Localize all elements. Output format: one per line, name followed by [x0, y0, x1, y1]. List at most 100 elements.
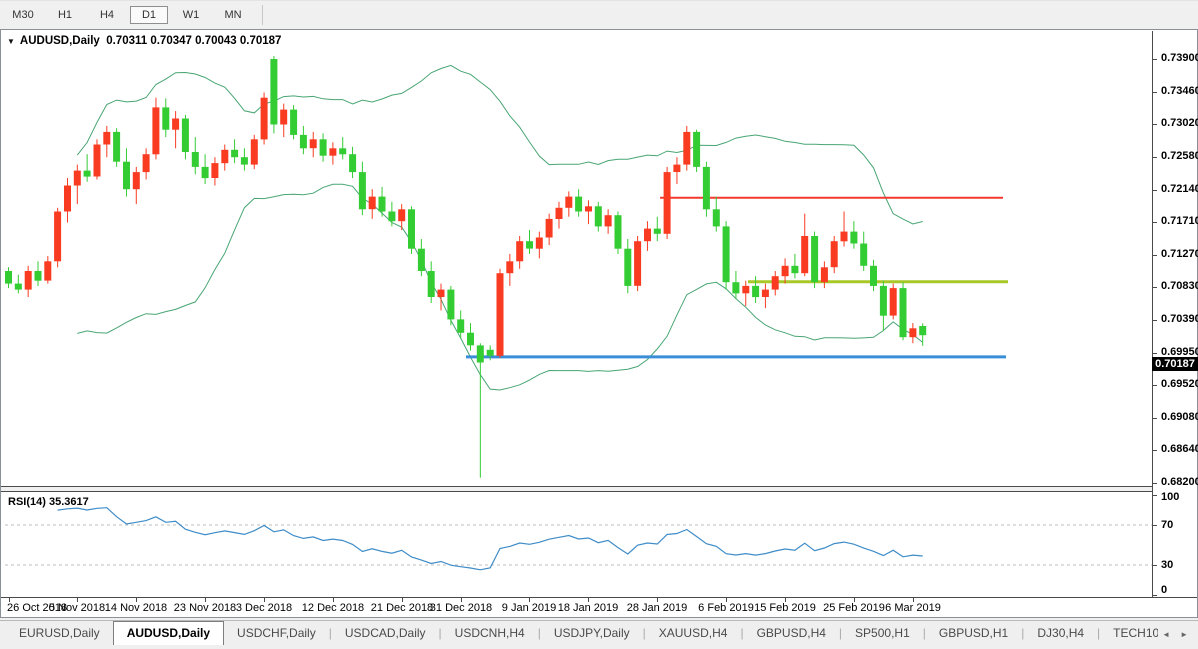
- chart-tab-dj30-h4[interactable]: DJ30,H4: [1037, 626, 1085, 640]
- date-axis-tick: [657, 598, 658, 602]
- timeframe-button-mn[interactable]: MN: [224, 9, 242, 21]
- price-axis-tick: [1153, 124, 1157, 125]
- candle-body: [64, 185, 71, 212]
- chart-tab-usdcnh-h4[interactable]: USDCNH,H4: [454, 626, 525, 640]
- candle-body: [260, 97, 268, 140]
- tab-separator: |: [438, 626, 442, 640]
- rsi-bottom-border: [1, 597, 1197, 598]
- candle-body: [830, 241, 838, 268]
- chart-tab-eurusd-daily[interactable]: EURUSD,Daily: [19, 626, 100, 640]
- chart-tab-usdchf-daily[interactable]: USDCHF,Daily: [237, 626, 316, 640]
- chart-tab-sp500-h1[interactable]: SP500,H1: [855, 626, 910, 640]
- candle-body: [211, 163, 219, 178]
- pane-splitter[interactable]: [1, 486, 1197, 492]
- candle-body: [585, 206, 592, 212]
- rsi-line: [57, 507, 923, 571]
- price-axis-tick: [1153, 59, 1157, 60]
- chart-tab-gbpusd-h4[interactable]: GBPUSD,H4: [756, 626, 826, 640]
- rsi-axis-label: 30: [1161, 559, 1174, 571]
- price-axis-label: 0.69950: [1161, 346, 1198, 358]
- candle-body: [398, 209, 406, 222]
- price-axis-tick: [1153, 190, 1157, 191]
- price-axis-tick: [1153, 450, 1157, 451]
- price-axis[interactable]: 0.73900 0.73460 0.73020 0.72580 0.72140 0.717…: [1152, 31, 1198, 597]
- timeframe-button-h4[interactable]: H4: [99, 9, 115, 21]
- timeframe-button-m30[interactable]: M30: [12, 9, 34, 21]
- tab-scroll-controls: ◄ ►: [1158, 630, 1198, 649]
- chart-tab-usdcad-daily[interactable]: USDCAD,Daily: [344, 626, 426, 640]
- candle-body: [535, 237, 543, 249]
- candle-body: [447, 289, 455, 320]
- date-axis-tick: [854, 598, 855, 602]
- price-axis-label: 0.68640: [1161, 443, 1198, 455]
- candle-body: [722, 226, 730, 283]
- rsi-indicator-area[interactable]: [5, 492, 1155, 597]
- date-axis[interactable]: 26 Oct 2018 5 Nov 2018 14 Nov 2018 23 Nov 2…: [1, 598, 1197, 617]
- candle-body: [24, 271, 32, 290]
- candle-body: [191, 152, 199, 167]
- candle-body: [54, 211, 62, 262]
- candle-body: [162, 107, 170, 130]
- price-axis-label: 0.71710: [1161, 215, 1198, 227]
- candle-body: [181, 118, 189, 152]
- candle-body: [673, 164, 681, 172]
- rsi-indicator-label: RSI(14) 35.3617: [8, 496, 89, 508]
- chart-menu-icon[interactable]: ▼: [7, 37, 15, 46]
- candle-body: [644, 228, 651, 242]
- tab-scroll-right-icon[interactable]: ►: [1180, 630, 1188, 639]
- candle-body: [771, 276, 779, 290]
- candle-body: [231, 149, 239, 158]
- date-axis-label: 6 Mar 2019: [885, 602, 941, 614]
- date-axis-tick: [402, 598, 403, 602]
- rsi-axis-label: 70: [1161, 519, 1174, 531]
- chart-tab-xauusd-h4[interactable]: XAUUSD,H4: [658, 626, 728, 640]
- timeframe-button-h1[interactable]: H1: [57, 9, 73, 21]
- candle-body: [919, 326, 927, 336]
- price-axis-tick: [1153, 353, 1157, 354]
- candle-body: [201, 166, 209, 179]
- tab-separator: |: [1097, 626, 1101, 640]
- date-axis-tick: [77, 598, 78, 602]
- price-axis-label: 0.68200: [1161, 476, 1198, 488]
- candle-body: [34, 271, 42, 281]
- candle-body: [329, 148, 337, 156]
- price-axis-label: 0.69080: [1161, 411, 1198, 423]
- candlestick-chart-svg: [5, 56, 1008, 478]
- timeframe-button-w1[interactable]: W1: [182, 9, 200, 21]
- candle-body: [152, 107, 160, 155]
- date-axis-label: 14 Nov 2018: [104, 602, 168, 614]
- candlestick-chart-area[interactable]: [5, 31, 1155, 486]
- candle-body: [221, 149, 229, 164]
- tab-scroll-left-icon[interactable]: ◄: [1162, 630, 1171, 639]
- rsi-axis-tick: [1153, 525, 1157, 526]
- candle-body: [614, 215, 622, 249]
- chart-title: ▼ AUDUSD,Daily 0.70311 0.70347 0.70043 0.…: [7, 35, 281, 47]
- tab-separator: |: [537, 626, 541, 640]
- bollinger-bands: [76, 64, 924, 391]
- candle-body: [93, 144, 101, 177]
- toolbar-separator: [262, 5, 263, 25]
- chart-tab-gbpusd-h1[interactable]: GBPUSD,H1: [938, 626, 1009, 640]
- rsi-axis-tick: [1153, 595, 1157, 596]
- candle-body: [123, 161, 130, 190]
- candle-body: [467, 332, 474, 346]
- candle-body: [702, 166, 710, 210]
- chart-tab-usdjpy-daily[interactable]: USDJPY,Daily: [553, 626, 630, 640]
- price-axis-tick: [1153, 157, 1157, 158]
- date-axis-tick: [9, 598, 10, 602]
- chart-tab-tech100-h1[interactable]: TECH100,H1: [1113, 626, 1159, 640]
- tab-separator: |: [328, 626, 332, 640]
- candle-body: [781, 265, 789, 277]
- date-axis-tick: [913, 598, 914, 602]
- chart-tab-audusd-daily[interactable]: AUDUSD,Daily: [112, 621, 225, 645]
- price-axis-label: 0.73900: [1161, 52, 1198, 64]
- candle-body: [368, 196, 376, 210]
- candle-body: [545, 218, 553, 238]
- date-axis-label: 6 Feb 2019: [698, 602, 754, 614]
- candle-body: [870, 265, 877, 286]
- date-axis-label: 5 Nov 2018: [48, 602, 106, 614]
- date-axis-label: 3 Dec 2018: [235, 602, 293, 614]
- timeframe-button-d1[interactable]: D1: [130, 6, 168, 24]
- candle-body: [526, 241, 533, 249]
- tab-separator: |: [1021, 626, 1025, 640]
